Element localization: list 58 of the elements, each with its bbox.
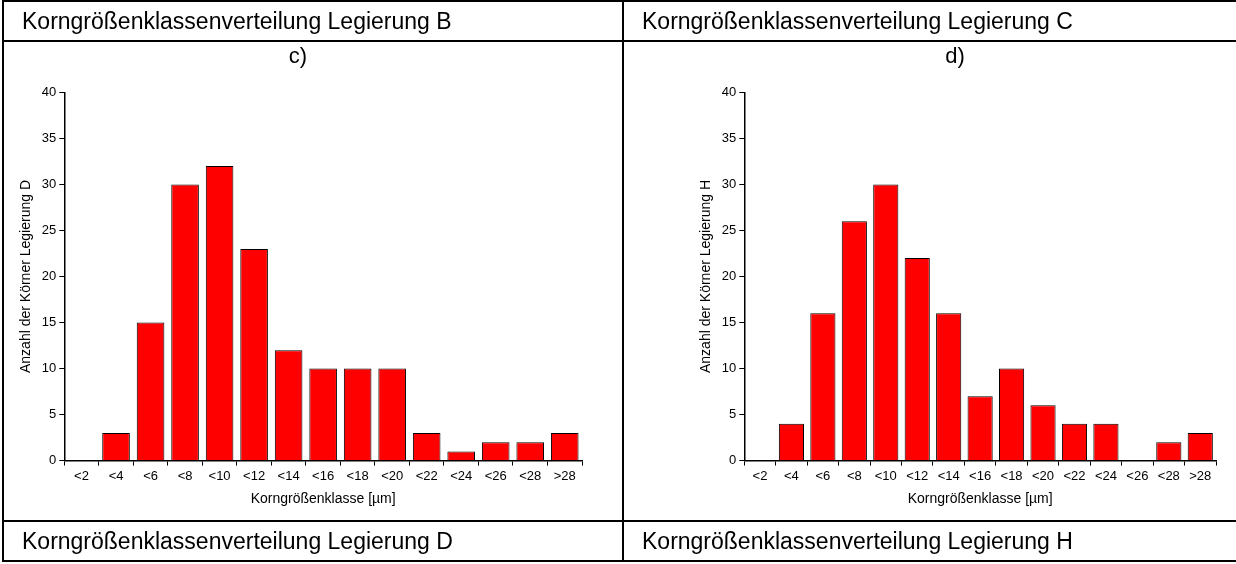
x-tick-label: <2 — [74, 467, 89, 483]
x-tick-label: <26 — [1126, 467, 1149, 483]
x-tick-label: <18 — [1000, 467, 1023, 483]
y-tick-label: 25 — [721, 222, 737, 238]
y-tick-label: 40 — [721, 83, 737, 99]
x-tick-label: >28 — [1189, 467, 1212, 483]
x-tick-label: <6 — [143, 467, 158, 483]
y-tick-label: 25 — [41, 222, 57, 238]
y-tick-label: 15 — [41, 314, 57, 330]
x-tick-label: <18 — [346, 467, 369, 483]
y-tick-label: 40 — [41, 83, 57, 99]
x-tick-label: <10 — [874, 467, 897, 483]
text: Korngrößenklassenverteilung Legierung C — [623, 1, 1236, 41]
x-tick-label: <20 — [381, 467, 404, 483]
y-tick-label: 15 — [721, 314, 737, 330]
x-tick-label: <22 — [1063, 467, 1086, 483]
text: Korngrößenklassenverteilung Legierung B — [3, 1, 623, 41]
x-tick-label: <14 — [277, 467, 300, 483]
chart-title: d) — [945, 43, 965, 69]
y-tick-label: 30 — [41, 176, 57, 192]
x-tick-label: <8 — [177, 467, 193, 483]
x-tick-label: <4 — [784, 467, 799, 483]
x-tick-label: <12 — [906, 467, 929, 483]
y-tick-label: 0 — [729, 452, 737, 468]
x-tick-label: >28 — [553, 467, 576, 483]
x-tick-label: <16 — [969, 467, 992, 483]
x-tick-label: <26 — [484, 467, 507, 483]
y-axis-title: Anzahl der Körner Legierung H — [697, 179, 714, 374]
y-tick-label: 35 — [41, 130, 57, 145]
x-tick-label: <2 — [752, 467, 768, 483]
x-tick-label: <24 — [450, 467, 473, 483]
x-tick-label: <28 — [1157, 467, 1180, 483]
y-tick-label: 20 — [721, 268, 737, 284]
x-tick-label: <16 — [312, 467, 335, 483]
x-tick-label: <22 — [415, 467, 438, 483]
x-tick-label: <20 — [1032, 467, 1055, 483]
y-tick-label: 20 — [41, 268, 57, 284]
x-tick-label: <6 — [815, 467, 831, 483]
x-axis-title: Korngrößenklasse [µm] — [250, 490, 396, 507]
text: Korngrößenklassenverteilung Legierung H — [623, 521, 1236, 561]
x-tick-label: <4 — [108, 467, 124, 483]
y-tick-label: 0 — [49, 452, 57, 468]
chart-title: c) — [288, 43, 308, 69]
y-tick-label: 30 — [721, 176, 737, 192]
x-tick-label: <28 — [519, 467, 542, 483]
x-axis-title: Korngrößenklasse [µm] — [907, 490, 1053, 507]
text: Korngrößenklassenverteilung Legierung D — [3, 521, 623, 561]
x-tick-label: <14 — [937, 467, 960, 483]
x-tick-label: <8 — [846, 467, 862, 483]
y-tick-label: 10 — [721, 360, 737, 376]
y-tick-label: 10 — [41, 360, 57, 376]
x-tick-label: <24 — [1094, 467, 1117, 483]
y-axis-title: Anzahl der Körner Legierung D — [17, 179, 34, 374]
x-tick-label: <10 — [208, 467, 231, 483]
x-tick-label: <12 — [243, 467, 266, 483]
y-tick-label: 35 — [721, 130, 737, 145]
y-tick-label: 5 — [729, 406, 737, 422]
y-tick-label: 5 — [49, 406, 57, 422]
